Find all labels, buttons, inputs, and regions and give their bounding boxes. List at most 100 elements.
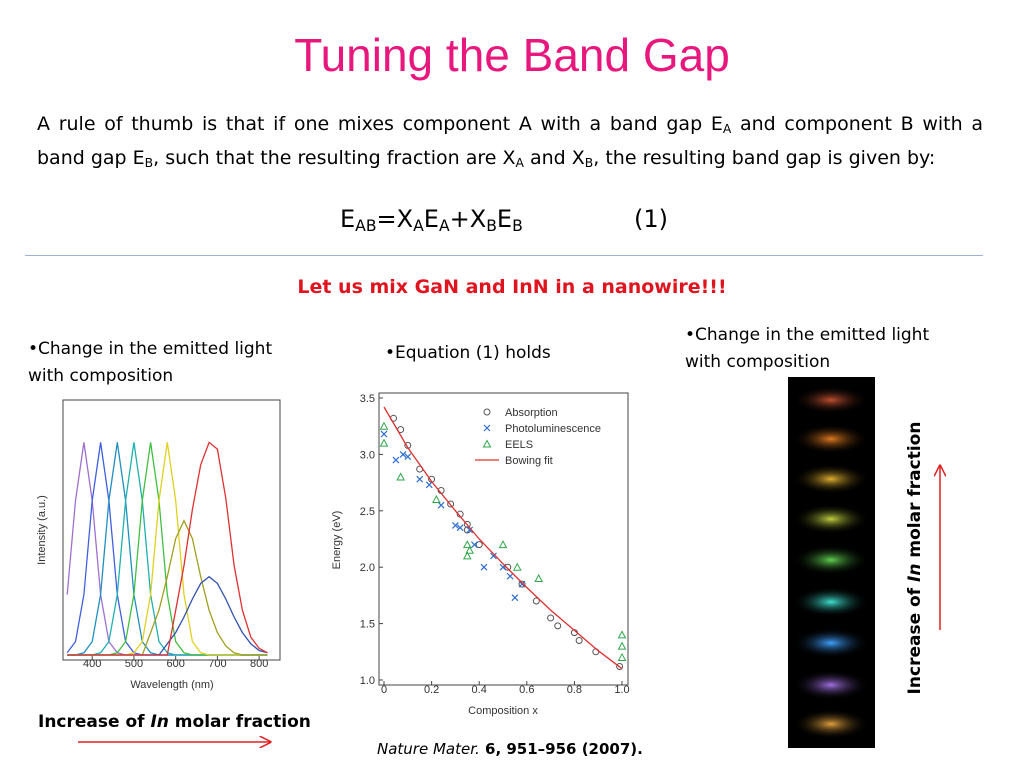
y-tick-label: 2.5 (360, 506, 375, 518)
y-tick-label: 1.5 (360, 619, 375, 631)
x-tick-label: 0 (381, 684, 387, 696)
point (399, 450, 407, 458)
point (518, 580, 526, 588)
legend-label: Bowing fit (505, 455, 553, 467)
text-piece: A rule of thumb is that if one mixes com… (37, 113, 723, 135)
text-piece: In (150, 712, 169, 732)
text-piece: B (584, 156, 594, 171)
x-tick-label: 0.2 (424, 684, 439, 696)
point (396, 472, 405, 481)
text-piece: A (413, 216, 424, 235)
y-axis-label: Energy (eV) (331, 511, 343, 570)
x-axis-label: Composition x (468, 705, 538, 717)
equation-number: (1) (634, 205, 668, 233)
point (475, 541, 483, 549)
text-piece: , the resulting band gap is given by: (593, 147, 936, 170)
text-piece: and component B with a band gap E (37, 113, 984, 170)
x-axis-label: Wavelength (nm) (130, 679, 213, 691)
text-piece: and X (523, 147, 585, 170)
y-tick-label: 1.0 (360, 675, 375, 687)
point (490, 552, 497, 560)
point (575, 637, 583, 645)
emission-image (788, 377, 875, 748)
legend-swatch (483, 424, 491, 432)
text-piece: E (496, 205, 513, 233)
text-piece: E (340, 205, 356, 233)
text-piece: E (423, 205, 439, 233)
legend-label: EELS (505, 439, 533, 451)
x-tick-label: 600 (166, 658, 184, 670)
point (392, 456, 400, 464)
bullet: •Change in the emitted light with compos… (685, 325, 930, 372)
text-piece: B (486, 216, 497, 235)
point (462, 551, 472, 560)
text-piece: AB (355, 216, 377, 235)
point (404, 453, 412, 461)
y-tick-label: 2.0 (360, 562, 375, 574)
point (471, 541, 478, 549)
point (379, 421, 389, 430)
point (518, 580, 526, 588)
point (554, 622, 562, 630)
legend-label: Photoluminescence (505, 423, 601, 435)
y-axis-label: Intensity (a.u.) (36, 495, 48, 565)
point (456, 524, 464, 532)
text-piece: , such that the resulting fraction are X (153, 147, 516, 170)
point (511, 594, 519, 602)
x-tick-label: 400 (83, 658, 101, 670)
legend-swatch (482, 439, 492, 448)
x-tick-label: 1.0 (614, 684, 629, 696)
divider (25, 255, 983, 256)
caption: Increase of In molar fraction (38, 712, 311, 732)
point (547, 614, 555, 622)
point (532, 597, 540, 605)
text-piece: A (722, 122, 732, 137)
legend-swatch (483, 408, 491, 416)
spectrum-line (67, 441, 268, 656)
slide-title: Tuning the Band Gap (294, 29, 730, 81)
point (437, 501, 445, 509)
point (465, 545, 475, 554)
bullet: •Change in the emitted light with compos… (28, 339, 273, 386)
point (466, 526, 474, 534)
y-tick-label: 3.5 (360, 393, 375, 405)
point (462, 540, 472, 549)
text-piece: +X (449, 205, 487, 233)
energy-frame (378, 392, 629, 686)
text-piece: A (515, 156, 524, 171)
citation: Nature Mater. 6, 951–956 (2007). (377, 740, 643, 758)
point (504, 563, 512, 571)
x-tick-label: 700 (208, 658, 226, 670)
text-piece: B (512, 216, 523, 235)
text-piece: B (144, 156, 154, 171)
text-piece: =X (376, 205, 414, 233)
y-tick-label: 3.0 (360, 449, 375, 461)
x-tick-label: 0.6 (519, 684, 534, 696)
text-piece: molar fraction (168, 712, 311, 732)
point (617, 641, 627, 650)
x-tick-label: 500 (125, 658, 143, 670)
point (534, 573, 544, 582)
point (380, 430, 388, 438)
text-piece: Nature Mater. (377, 740, 480, 758)
text-piece: A (438, 216, 450, 235)
point (379, 438, 389, 447)
x-tick-label: 800 (250, 658, 268, 670)
point (432, 494, 441, 504)
text-piece: Increase of (38, 712, 151, 732)
fit-line (383, 406, 623, 670)
point (506, 572, 514, 580)
point (512, 562, 522, 571)
point (425, 481, 433, 489)
equation: EAB=XAEA+XBEB (340, 205, 523, 235)
paragraph: A rule of thumb is that if one mixes com… (37, 110, 983, 178)
point (447, 500, 455, 508)
point (451, 522, 459, 529)
x-tick-label: 0.8 (567, 684, 582, 696)
bullet: •Equation (1) holds (385, 343, 551, 363)
legend-label: Absorption (505, 407, 558, 419)
point (416, 475, 424, 483)
highlight: Let us mix GaN and InN in a nanowire!!! (297, 276, 727, 298)
